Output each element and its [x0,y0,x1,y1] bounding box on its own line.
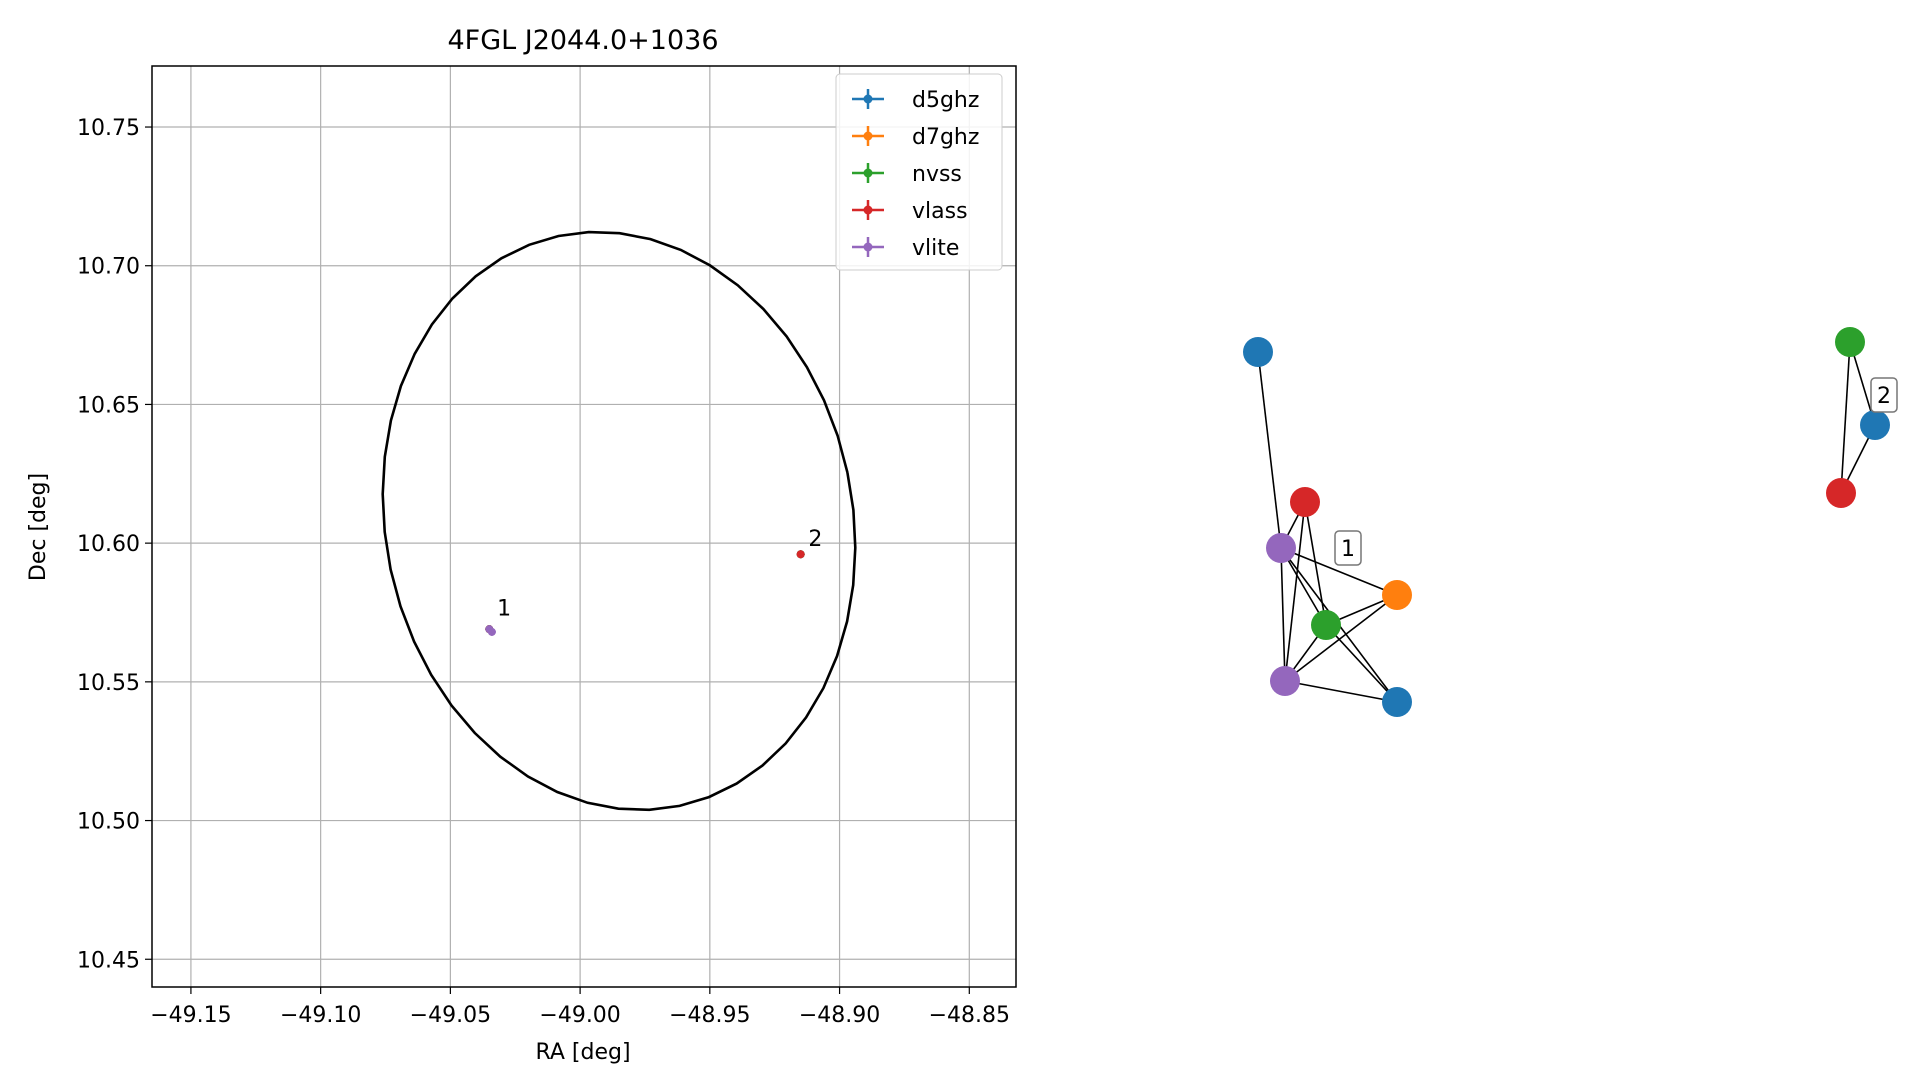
network-edge [1284,501,1306,682]
plot-frame [151,65,1017,988]
network-node-nvss [1311,610,1341,640]
cluster-annotation: 1 [497,596,511,621]
network-node-vlite [1270,666,1300,696]
y-axis-ticks: 10.45 10.50 10.55 10.60 10.65 10.70 10.75 [77,116,152,973]
sky-position-chart: 4FGL J2044.0+1036 12 −49.15 −49.10 −49.05−… [26,25,1017,1065]
association-network: 12 [1243,327,1898,717]
legend-label-d5ghz: d5ghz [912,88,979,113]
network-edge [1840,341,1851,494]
x-tick-label: −49.05 [410,1003,491,1028]
x-tick-label: −48.90 [799,1003,880,1028]
y-tick-label: 10.50 [77,810,140,835]
point-vlite [487,627,496,636]
x-axis-label: RA [deg] [535,1040,630,1065]
chart-title: 4FGL J2044.0+1036 [447,25,718,56]
network-edge [1284,680,1398,703]
y-axis-label: Dec [deg] [26,473,51,581]
source-points [485,550,805,636]
error-ellipse [381,230,857,812]
y-tick-label: 10.45 [77,948,140,973]
network-edge [1304,501,1327,626]
network-node-vlass [1290,487,1320,517]
cluster-label-box [1870,377,1898,413]
cluster-label: 1 [1341,537,1355,562]
network-node-d5ghz [1860,410,1890,440]
y-tick-label: 10.75 [77,116,140,141]
network-node-d5ghz [1243,337,1273,367]
legend-marker-vlass [863,205,873,215]
network-node-d5ghz [1382,687,1412,717]
legend-marker-d5ghz [863,94,873,104]
x-tick-label: −48.95 [669,1003,750,1028]
network-node-vlass [1826,478,1856,508]
network-node-vlite [1266,533,1296,563]
legend-marker-nvss [863,168,873,178]
legend-label-nvss: nvss [912,162,962,187]
legend: d5ghz d7ghz nvss vlass vlite [835,73,1003,271]
legend-label-vlass: vlass [912,199,968,224]
network-edge [1280,547,1398,596]
legend-label-vlite: vlite [912,236,959,261]
legend-marker-d7ghz [863,131,873,141]
y-tick-label: 10.70 [77,255,140,280]
x-axis-ticks: −49.15 −49.10 −49.05 −49.00 −48.95 −48.90 −48.… [150,987,1010,1028]
network-edge [1280,547,1286,682]
network-edge [1284,594,1398,682]
cluster-annotations: 12 [497,527,822,621]
network-node-nvss [1835,327,1865,357]
cluster-annotation: 2 [808,527,822,552]
cluster-label: 2 [1877,384,1891,409]
point-vlass [796,550,805,559]
network-edges [1257,341,1876,703]
network-labels: 12 [1334,377,1898,566]
network-edge [1257,351,1282,549]
network-node-d7ghz [1382,580,1412,610]
network-nodes [1243,327,1890,717]
y-tick-label: 10.60 [77,532,140,557]
legend-marker-vlite [863,242,873,252]
network-edge [1325,624,1398,703]
x-tick-label: −49.10 [280,1003,361,1028]
y-tick-label: 10.55 [77,671,140,696]
legend-label-d7ghz: d7ghz [912,125,979,150]
cluster-label-box [1334,530,1362,566]
x-tick-label: −48.85 [929,1003,1010,1028]
legend-box [835,73,1003,271]
localization-ellipse [381,230,857,812]
y-tick-label: 10.65 [77,393,140,418]
x-tick-label: −49.00 [539,1003,620,1028]
x-tick-label: −49.15 [150,1003,231,1028]
